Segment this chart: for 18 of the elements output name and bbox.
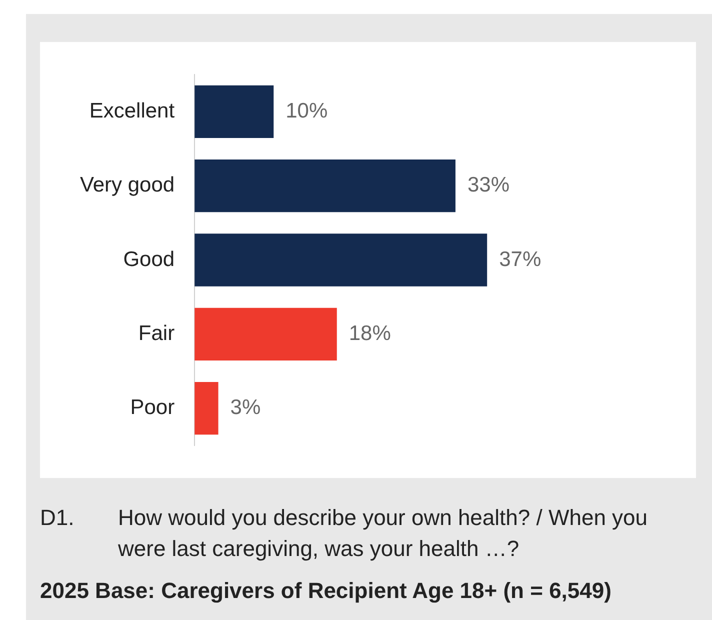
data-label: 3% [230,396,261,420]
y-tick-label: Good [123,248,175,271]
y-tick-label: Excellent [89,99,175,122]
y-tick-label: Fair [138,322,175,345]
bar [194,85,274,138]
bar [194,308,337,360]
bar [194,382,218,435]
text: D1. [40,504,76,532]
y-tick-label: Poor [130,396,175,420]
data-label: 33% [467,174,510,197]
data-label: 10% [286,99,328,122]
y-tick-label: Very good [80,174,175,197]
text: 2025 Base: Caregivers of Recipient Age 18+ (n = 6,549) [40,577,612,605]
data-label: 18% [348,322,391,345]
bar [194,234,488,286]
text: How would you describe your own health? / When you were last caregiving, was your health …? [118,504,649,563]
data-label: 37% [499,248,542,271]
bar [194,160,456,212]
